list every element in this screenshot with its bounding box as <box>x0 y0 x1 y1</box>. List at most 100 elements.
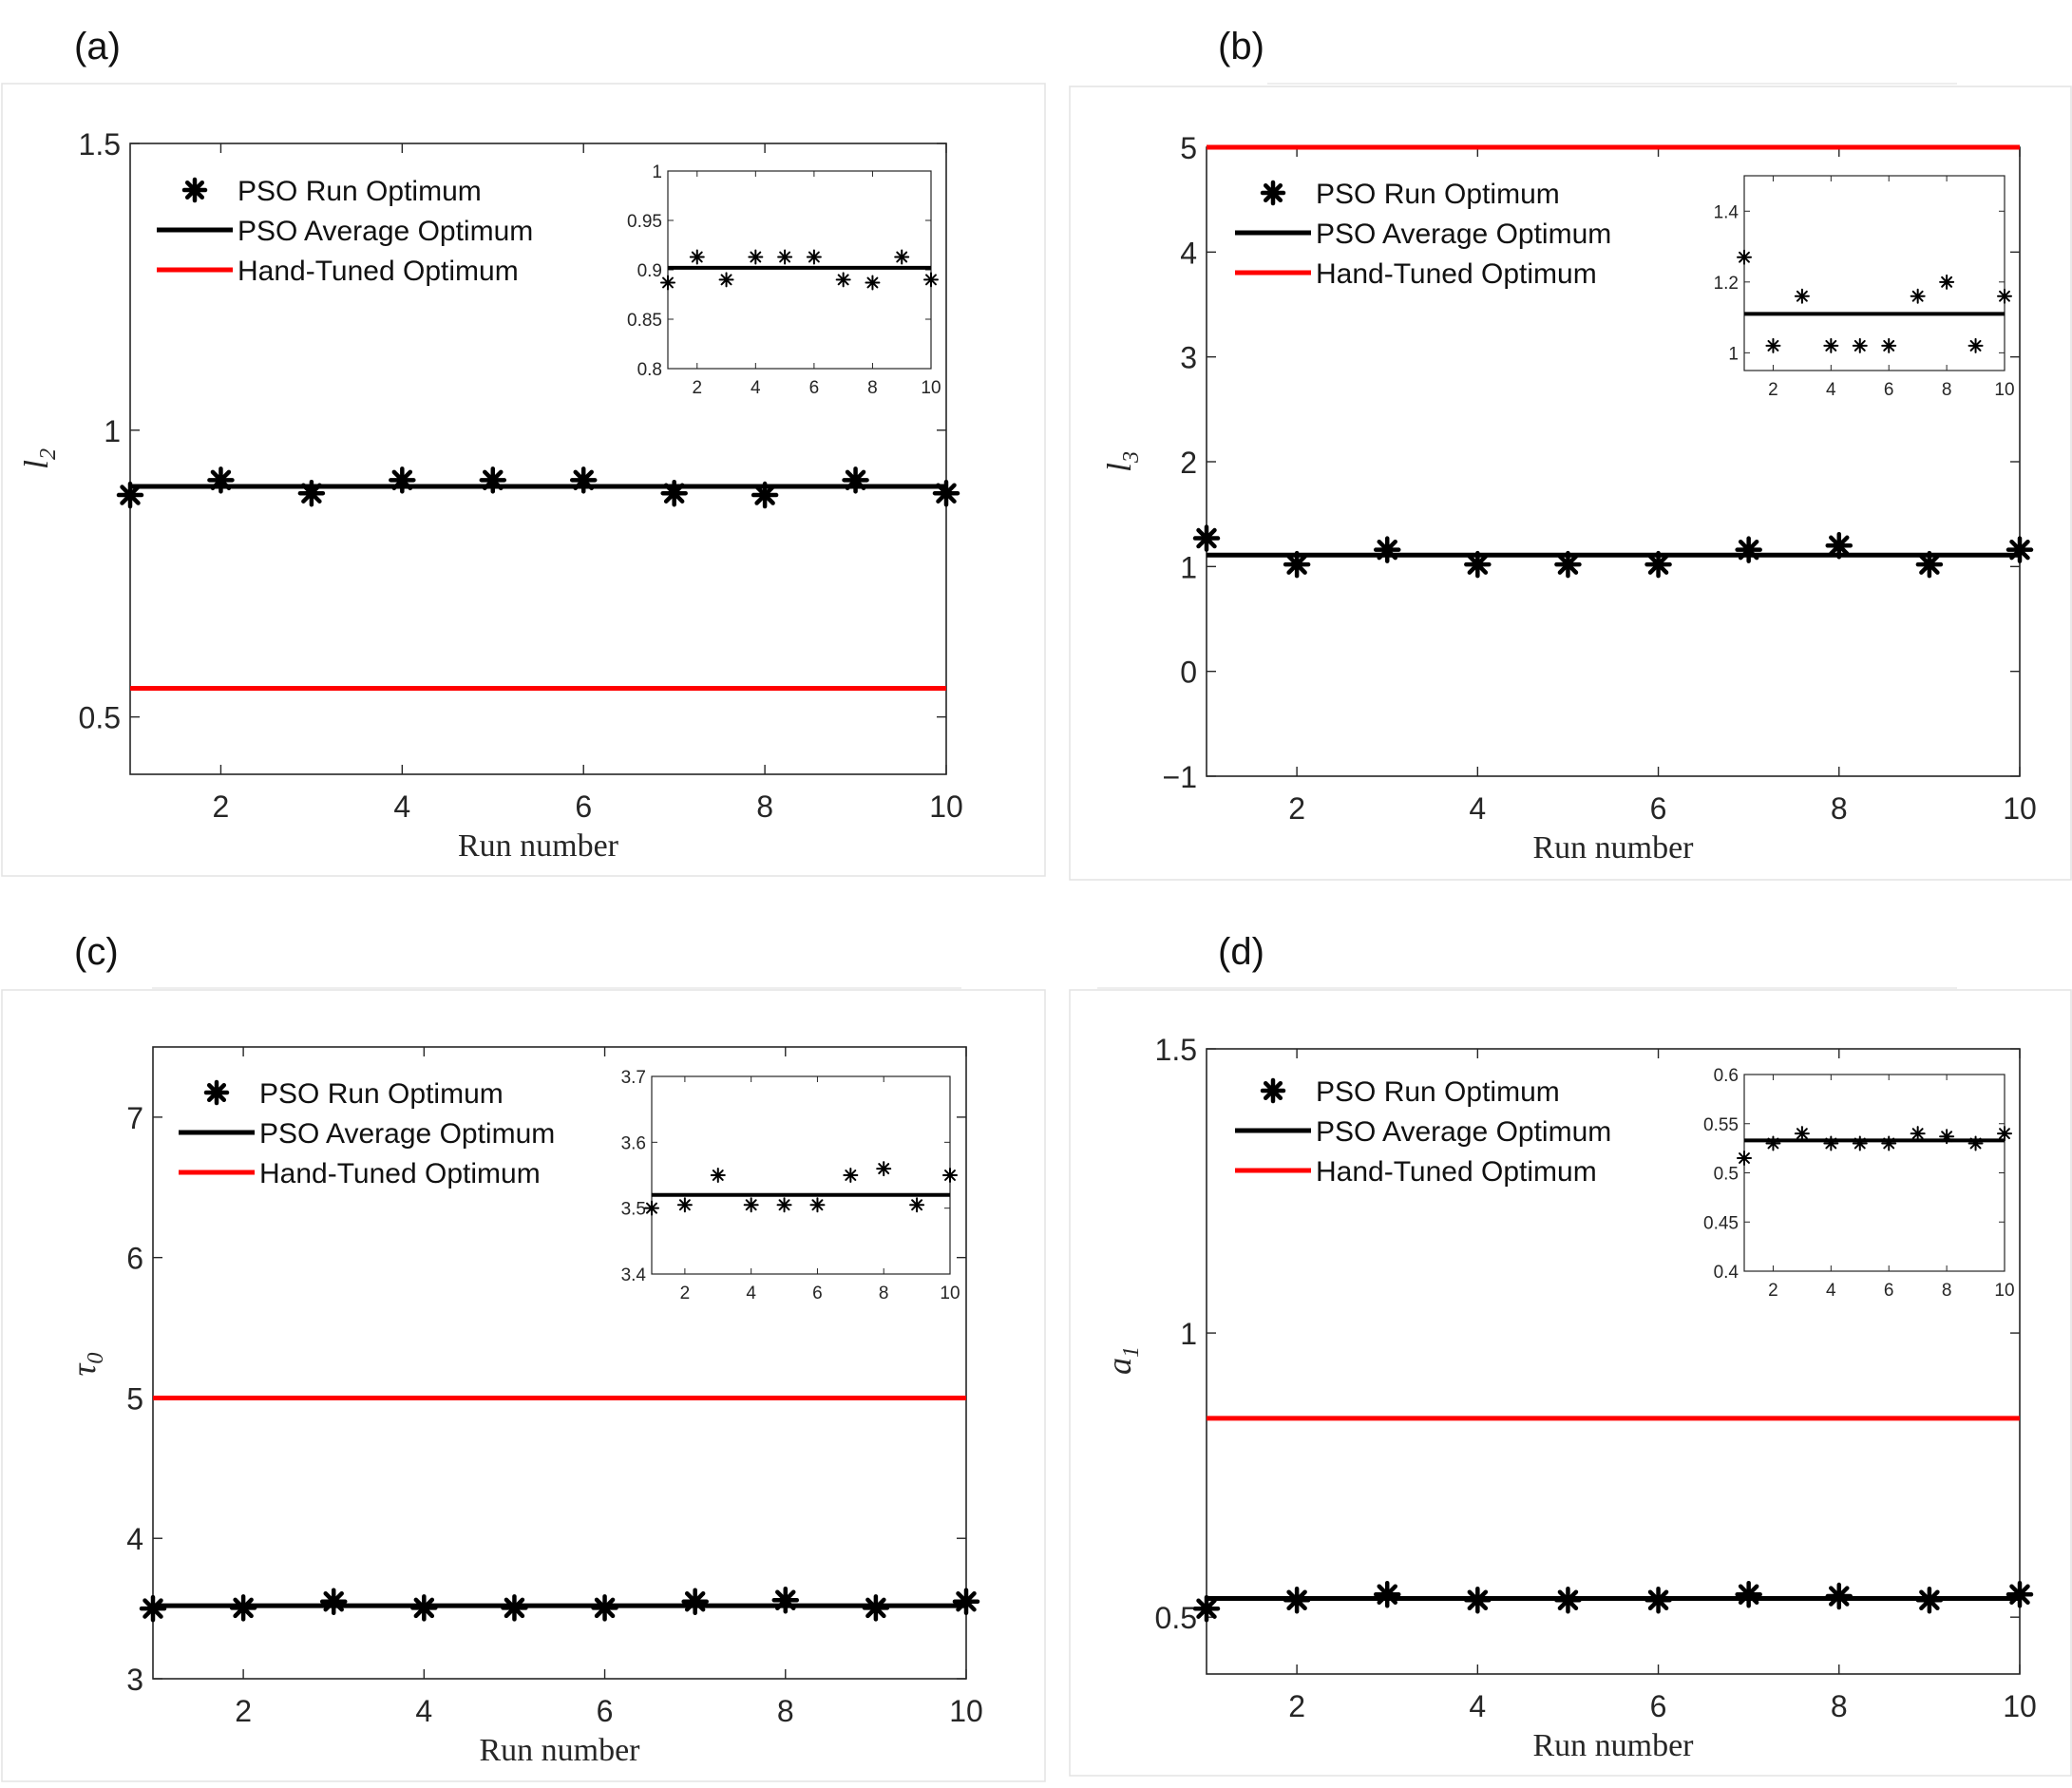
star-stroke <box>1919 1589 1940 1610</box>
y-tick-label: 3 <box>126 1663 143 1697</box>
inset-x-tick-label: 4 <box>751 378 761 398</box>
y-tick-label: 7 <box>126 1101 143 1135</box>
x-tick-label: 10 <box>2003 1689 2037 1723</box>
x-tick-label: 2 <box>235 1694 252 1728</box>
star-stroke <box>1467 554 1489 575</box>
star-stroke <box>391 469 413 491</box>
inset-run-point <box>1737 249 1752 265</box>
panel-frame <box>1 989 1046 1782</box>
y-axis-label-symbol: τ <box>65 1362 103 1376</box>
inset-x-tick-label: 4 <box>1826 380 1836 400</box>
run-point <box>1915 550 1944 579</box>
y-axis-label-symbol: l <box>1100 463 1138 472</box>
run-point <box>751 481 779 509</box>
y-axis-label-group: a1 <box>1100 1346 1144 1375</box>
inset-run-point <box>748 249 764 265</box>
inset-run-point <box>843 1168 859 1183</box>
inset-run-point <box>835 272 851 288</box>
star-stroke <box>1853 339 1866 352</box>
y-axis-label-symbol: a <box>1100 1358 1138 1375</box>
y-axis-label-group: l2 <box>17 448 61 469</box>
star-stroke <box>504 1597 525 1619</box>
run-point <box>591 1594 618 1622</box>
star-stroke <box>1377 539 1397 561</box>
star-stroke <box>1969 1137 1982 1150</box>
star-stroke <box>662 276 674 289</box>
x-axis-label: Run number <box>1532 830 1694 865</box>
star-stroke <box>143 1598 163 1619</box>
inset-run-point <box>1852 337 1868 353</box>
inset-y-tick-label: 1.4 <box>1714 202 1739 222</box>
star-stroke <box>1286 554 1307 575</box>
y-tick-label: 1.5 <box>1155 1033 1197 1067</box>
y-tick-label: 1 <box>1180 550 1197 584</box>
run-point <box>660 479 688 507</box>
inset-run-point <box>1737 1150 1752 1166</box>
star-stroke <box>1738 1584 1759 1605</box>
inset-run-point <box>865 275 881 291</box>
run-point <box>1735 1581 1762 1608</box>
star-stroke <box>413 1597 435 1619</box>
star-stroke <box>1286 1589 1307 1610</box>
panel-frame <box>1069 86 2072 881</box>
inset-x-tick-label: 10 <box>1994 380 2014 400</box>
star-stroke <box>210 469 232 491</box>
run-point <box>116 481 144 509</box>
y-axis-label-subscript: 2 <box>36 448 61 460</box>
inset-y-tick-label: 0.4 <box>1714 1263 1739 1283</box>
y-tick-label: 3 <box>1180 341 1197 375</box>
star-stroke <box>1647 554 1669 575</box>
inset-run-point <box>676 1197 693 1213</box>
inset-run-point <box>1823 1135 1839 1151</box>
inset-run-point <box>1967 1135 1984 1151</box>
star-stroke <box>750 251 762 263</box>
inset-x-tick-label: 4 <box>1826 1281 1836 1301</box>
star-stroke <box>712 1170 724 1181</box>
inset-x-tick-label: 10 <box>921 378 941 398</box>
star-stroke <box>1825 339 1837 352</box>
run-point <box>1283 550 1311 579</box>
y-axis-label-group: τ0 <box>65 1353 108 1377</box>
star-stroke <box>646 1202 657 1214</box>
inset-run-point <box>894 249 910 265</box>
legend-label-average: PSO Average Optimum <box>238 216 533 247</box>
star-stroke <box>1911 290 1924 302</box>
y-tick-label: −1 <box>1163 760 1197 794</box>
inset-run-point <box>1967 337 1984 353</box>
inset-run-point <box>689 249 705 265</box>
inset-run-point <box>776 1197 792 1213</box>
star-stroke <box>1883 1137 1895 1150</box>
y-tick-label: 6 <box>126 1242 143 1276</box>
inset-x-tick-label: 8 <box>1942 380 1952 400</box>
y-tick-label: 1 <box>104 414 121 448</box>
inset-y-tick-label: 3.7 <box>621 1068 646 1088</box>
star-stroke <box>1196 1598 1217 1619</box>
inset-run-point <box>876 1161 892 1177</box>
star-stroke <box>878 1163 890 1175</box>
inset-x-tick-label: 6 <box>812 1284 823 1303</box>
legend-label-hand-tuned: Hand-Tuned Optimum <box>1316 258 1597 290</box>
star-stroke <box>911 1199 923 1211</box>
inset-run-point <box>1939 274 1955 290</box>
star-stroke <box>896 251 908 263</box>
x-tick-label: 2 <box>1288 1689 1305 1723</box>
panel-frame <box>1069 989 2072 1777</box>
run-point <box>501 1594 528 1622</box>
inset-x-tick-label: 2 <box>692 378 702 398</box>
inset-run-point <box>644 1200 659 1216</box>
star-stroke <box>1557 554 1579 575</box>
inset-x-tick-label: 2 <box>1768 380 1778 400</box>
star-stroke <box>1796 1128 1808 1140</box>
y-tick-label: 5 <box>126 1381 143 1416</box>
inset-y-tick-label: 0.55 <box>1703 1115 1739 1135</box>
inset-run-point <box>710 1168 726 1183</box>
inset-run-point <box>1765 1135 1781 1151</box>
y-tick-label: 1.5 <box>79 127 121 162</box>
run-point <box>1735 536 1762 563</box>
inset-y-tick-label: 0.85 <box>627 311 662 331</box>
inset-plot: 0.8 0.85 0.9 0.95 1 2 4 6 8 10 <box>627 162 941 398</box>
run-point <box>1373 1581 1401 1608</box>
star-stroke <box>1853 1137 1866 1150</box>
